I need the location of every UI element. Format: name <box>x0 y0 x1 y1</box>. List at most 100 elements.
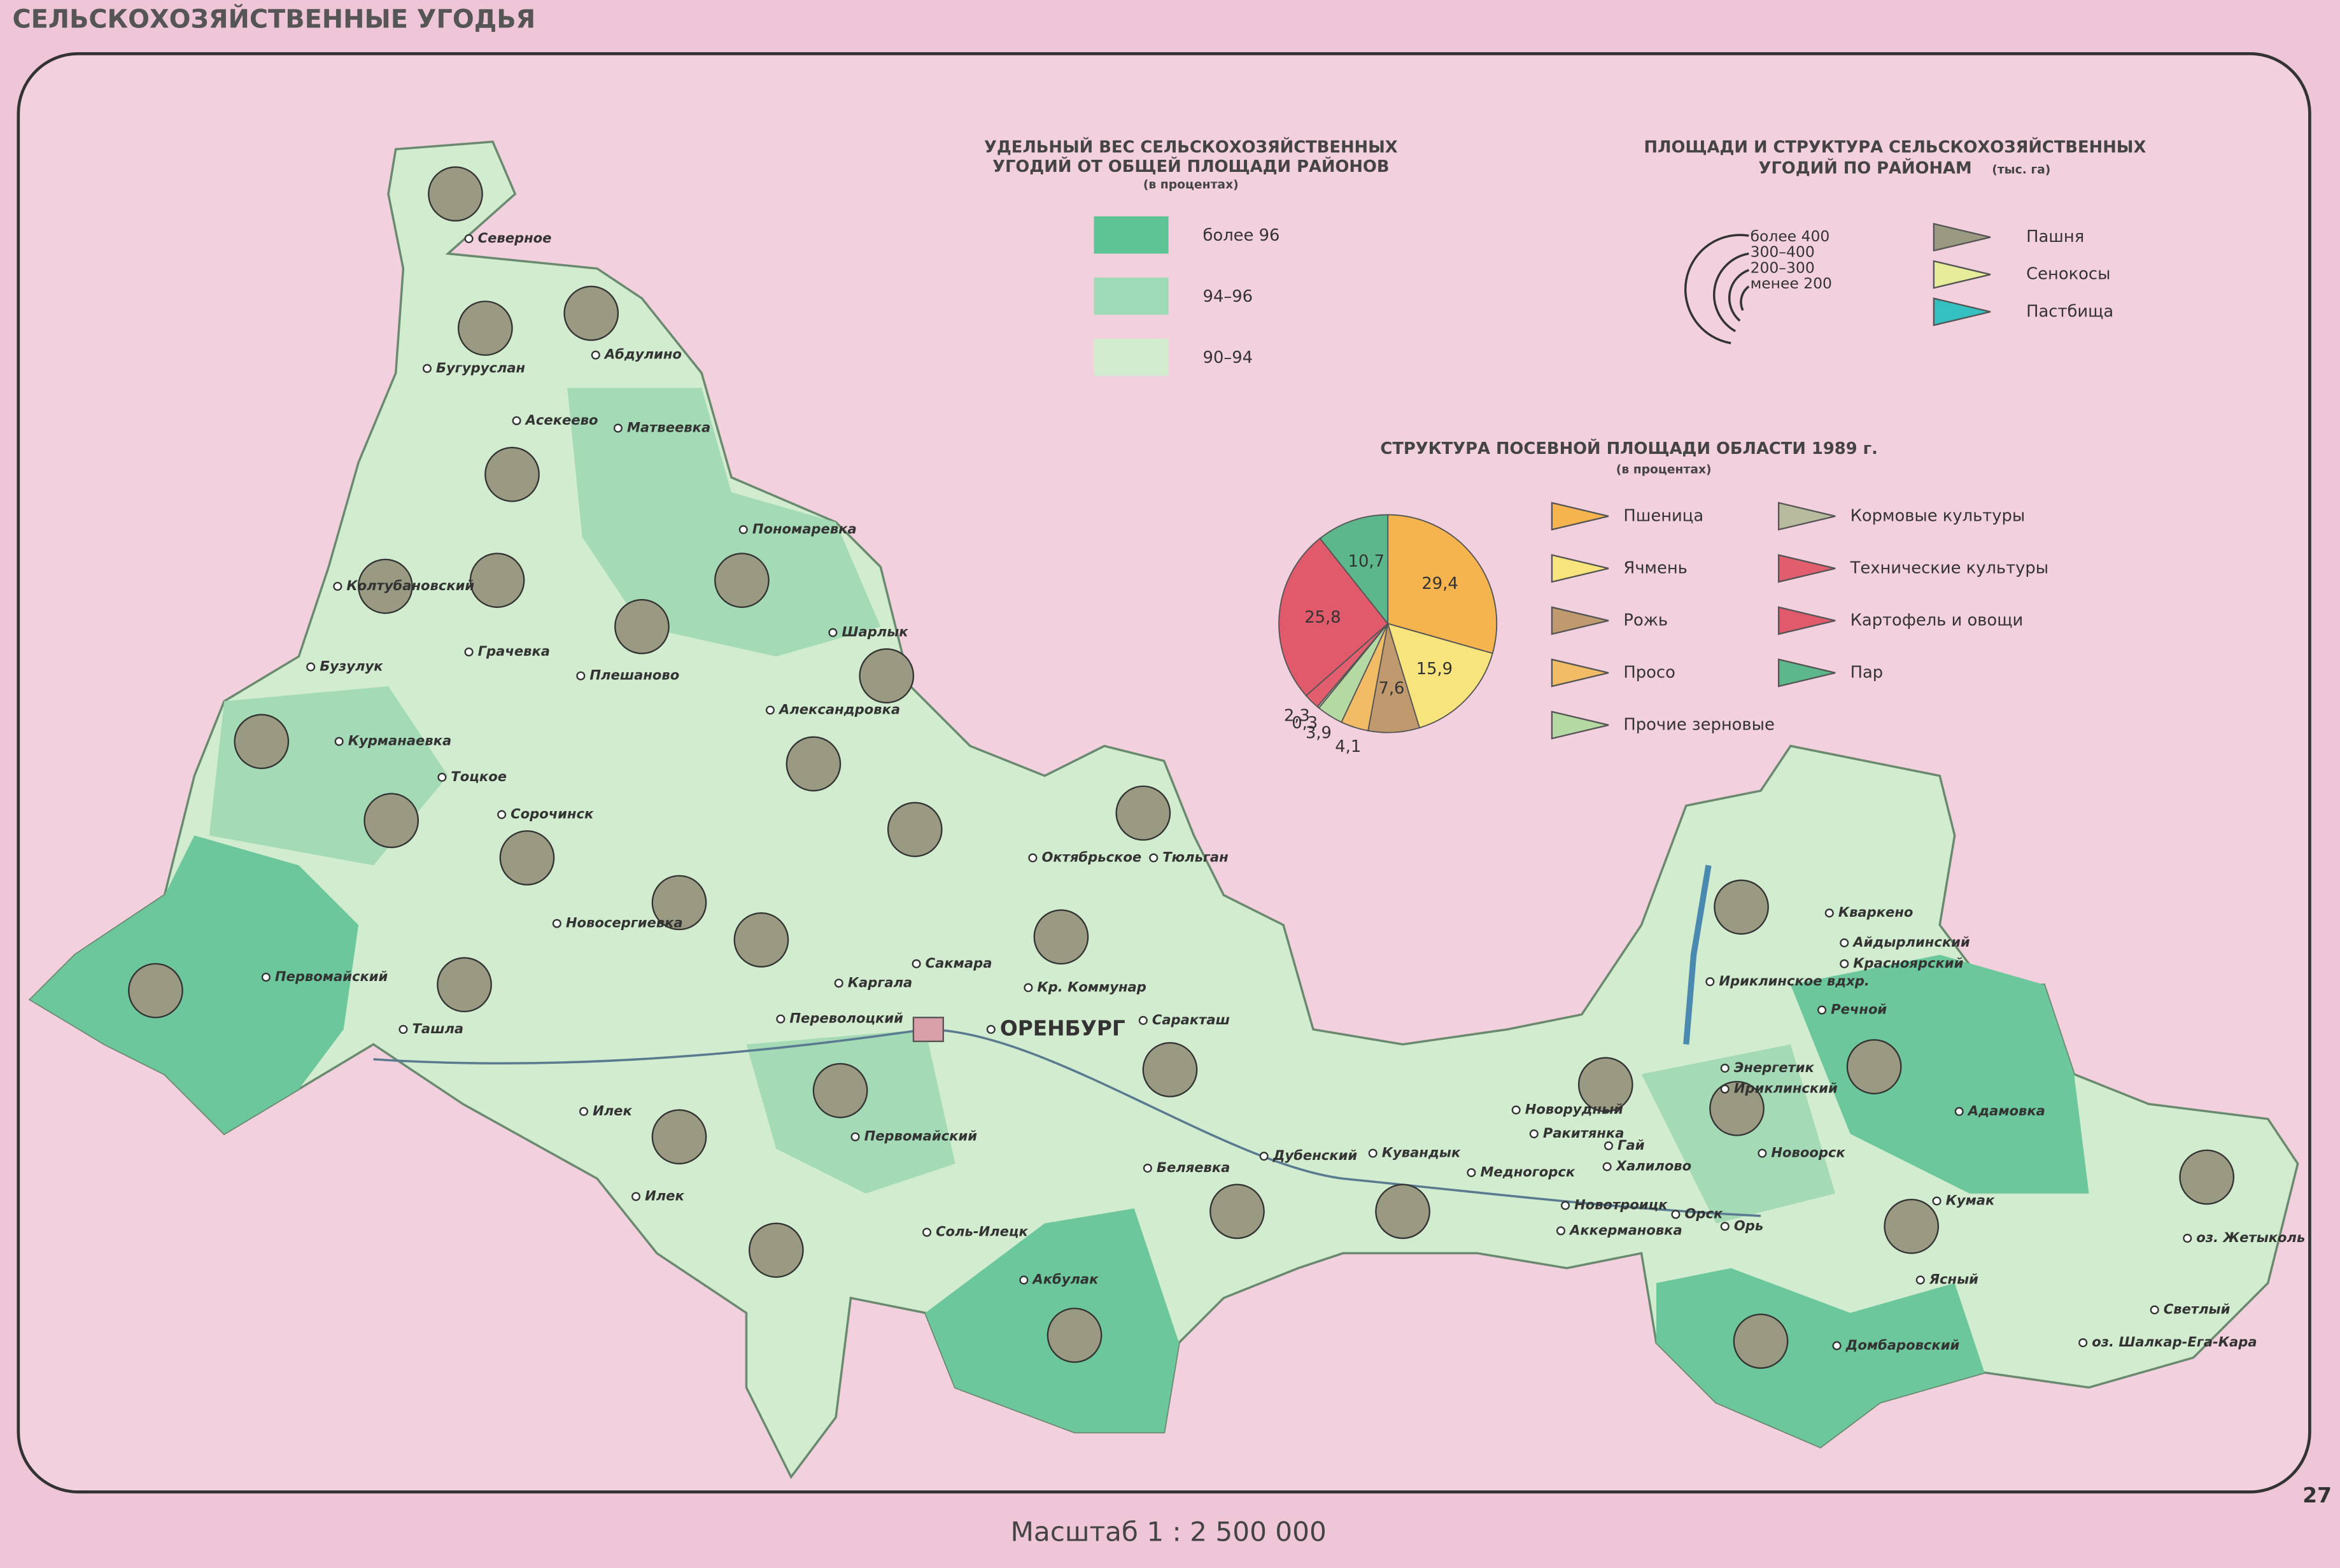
place-dot <box>1149 853 1159 863</box>
place-label: Новосергиевка <box>566 915 683 931</box>
district-symbol <box>859 648 915 703</box>
legend-swatch <box>1777 606 1836 635</box>
place-dot <box>464 234 474 243</box>
district-symbol <box>812 1063 868 1119</box>
place-dot <box>333 581 342 591</box>
place-dot <box>1671 1210 1681 1219</box>
district-symbol <box>1142 1042 1198 1098</box>
page-header: СЕЛЬСКОХОЗЯЙСТВЕННЫЕ УГОДЬЯ <box>12 4 535 34</box>
value-label: 2,3 <box>1284 707 1310 726</box>
legends: УДЕЛЬНЫЙ ВЕС СЕЛЬСКОХОЗЯЙСТВЕННЫХ УГОДИЙ… <box>984 137 2146 740</box>
district-symbol <box>1733 1313 1789 1369</box>
scale-label: Масштаб 1 : 2 500 000 <box>1011 1516 1327 1548</box>
legend-swatch <box>1777 658 1836 688</box>
legend-label: Прочие зерновые <box>1623 715 1774 734</box>
legend-label: Пастбища <box>2026 302 2113 321</box>
place-dot <box>1556 1226 1566 1236</box>
place-label: Новоорск <box>1771 1145 1845 1161</box>
district-symbol <box>484 446 540 502</box>
place-dot <box>1368 1148 1378 1158</box>
legend-label: 90–94 <box>1203 348 1253 367</box>
place-dot <box>1954 1106 1964 1116</box>
district-symbol <box>733 912 789 968</box>
place-label: Соль-Илецк <box>936 1224 1028 1240</box>
place-label: Кумак <box>1946 1192 1995 1208</box>
value-label: 3,9 <box>1306 724 1332 743</box>
district-symbol <box>457 300 513 356</box>
place-label: Домбаровский <box>1845 1337 1960 1353</box>
place-label: Дубенский <box>1272 1147 1358 1163</box>
pie-slice <box>1319 514 1389 626</box>
place-label: Курманаевка <box>348 733 451 749</box>
legend-swatch <box>1933 260 1991 289</box>
legend-swatch <box>1551 658 1609 688</box>
legend-swatch <box>1551 502 1609 531</box>
place-dot <box>1602 1162 1612 1171</box>
legend-label: Пашня <box>2026 227 2084 246</box>
legend-title: ПЛОЩАДИ И СТРУКТУРА СЕЛЬСКОХОЗЯЙСТВЕННЫХ <box>1644 137 2146 157</box>
reservoir <box>1683 865 1712 1045</box>
place-dot <box>1720 1084 1730 1094</box>
place-dot <box>1560 1201 1570 1210</box>
place-dot <box>1511 1105 1521 1115</box>
place-label: Ракитянка <box>1543 1125 1625 1141</box>
place-dot <box>591 350 600 360</box>
place-label: Новорудный <box>1525 1101 1623 1117</box>
place-dot <box>1467 1168 1476 1178</box>
page-number: 27 <box>2302 1483 2332 1508</box>
place-label: Илек <box>645 1187 684 1203</box>
place-label: Грачевка <box>478 643 550 659</box>
place-label: Бузулук <box>320 658 383 674</box>
place-label: Кваркено <box>1838 904 1914 920</box>
place-dot <box>2078 1338 2088 1348</box>
place-label: Энергетик <box>1734 1059 1815 1075</box>
place-dot <box>1024 983 1033 992</box>
place-dot <box>834 978 843 988</box>
chart-title: СТРУКТУРА ПОСЕВНОЙ ПЛОЩАДИ ОБЛАСТИ 1989 … <box>1380 438 1877 458</box>
place-label: Медногорск <box>1480 1164 1575 1180</box>
place-dot <box>576 671 586 681</box>
place-dot <box>1758 1148 1767 1158</box>
zone-high <box>30 835 359 1134</box>
place-label: Орск <box>1685 1206 1724 1222</box>
legend-unit: (тыс. га) <box>1992 164 2050 177</box>
place-dot <box>1028 853 1038 863</box>
legend-swatch <box>1551 554 1609 583</box>
place-label: Красноярский <box>1853 955 1963 971</box>
place-dot <box>613 423 623 433</box>
place-dot <box>398 1024 408 1035</box>
place-label: Аккермановка <box>1568 1222 1682 1238</box>
place-dot <box>1932 1196 1942 1206</box>
value-label: 7,6 <box>1378 679 1404 698</box>
place-label: Илек <box>593 1103 632 1119</box>
place-dot <box>2183 1234 2192 1243</box>
district-symbol <box>786 736 842 792</box>
place-label: Ташла <box>412 1021 464 1036</box>
legend-swatch <box>1551 606 1609 635</box>
place-label: Айдырлинский <box>1852 934 1970 950</box>
place-label: Сакмара <box>926 955 992 971</box>
value-label: 15,9 <box>1416 660 1453 679</box>
legend-swatch <box>1933 297 1991 327</box>
legend-label: Пшеница <box>1623 506 1703 525</box>
size-label: 300–400 <box>1751 243 1815 261</box>
place-label: Адамовка <box>1967 1103 2045 1119</box>
district-symbol <box>469 553 525 608</box>
place-dot <box>437 772 447 782</box>
place-label: Кр. Коммунар <box>1037 978 1146 994</box>
place-dot <box>1840 938 1849 948</box>
place-label: Каргала <box>848 974 912 990</box>
pie-slice <box>1387 514 1498 654</box>
place-dot <box>1915 1275 1925 1285</box>
district-symbol <box>128 963 183 1019</box>
district-symbol <box>437 957 492 1013</box>
value-label: 29,4 <box>1421 574 1458 593</box>
place-dot <box>464 647 474 657</box>
district-symbol <box>1047 1308 1103 1363</box>
pie-slice <box>1386 623 1493 729</box>
chart-subtitle: (в процентах) <box>1616 463 1712 477</box>
size-label: более 400 <box>1751 227 1830 245</box>
place-label: Первомайский <box>864 1128 978 1144</box>
place-label: Гай <box>1618 1137 1645 1153</box>
value-label: 25,8 <box>1304 608 1341 627</box>
